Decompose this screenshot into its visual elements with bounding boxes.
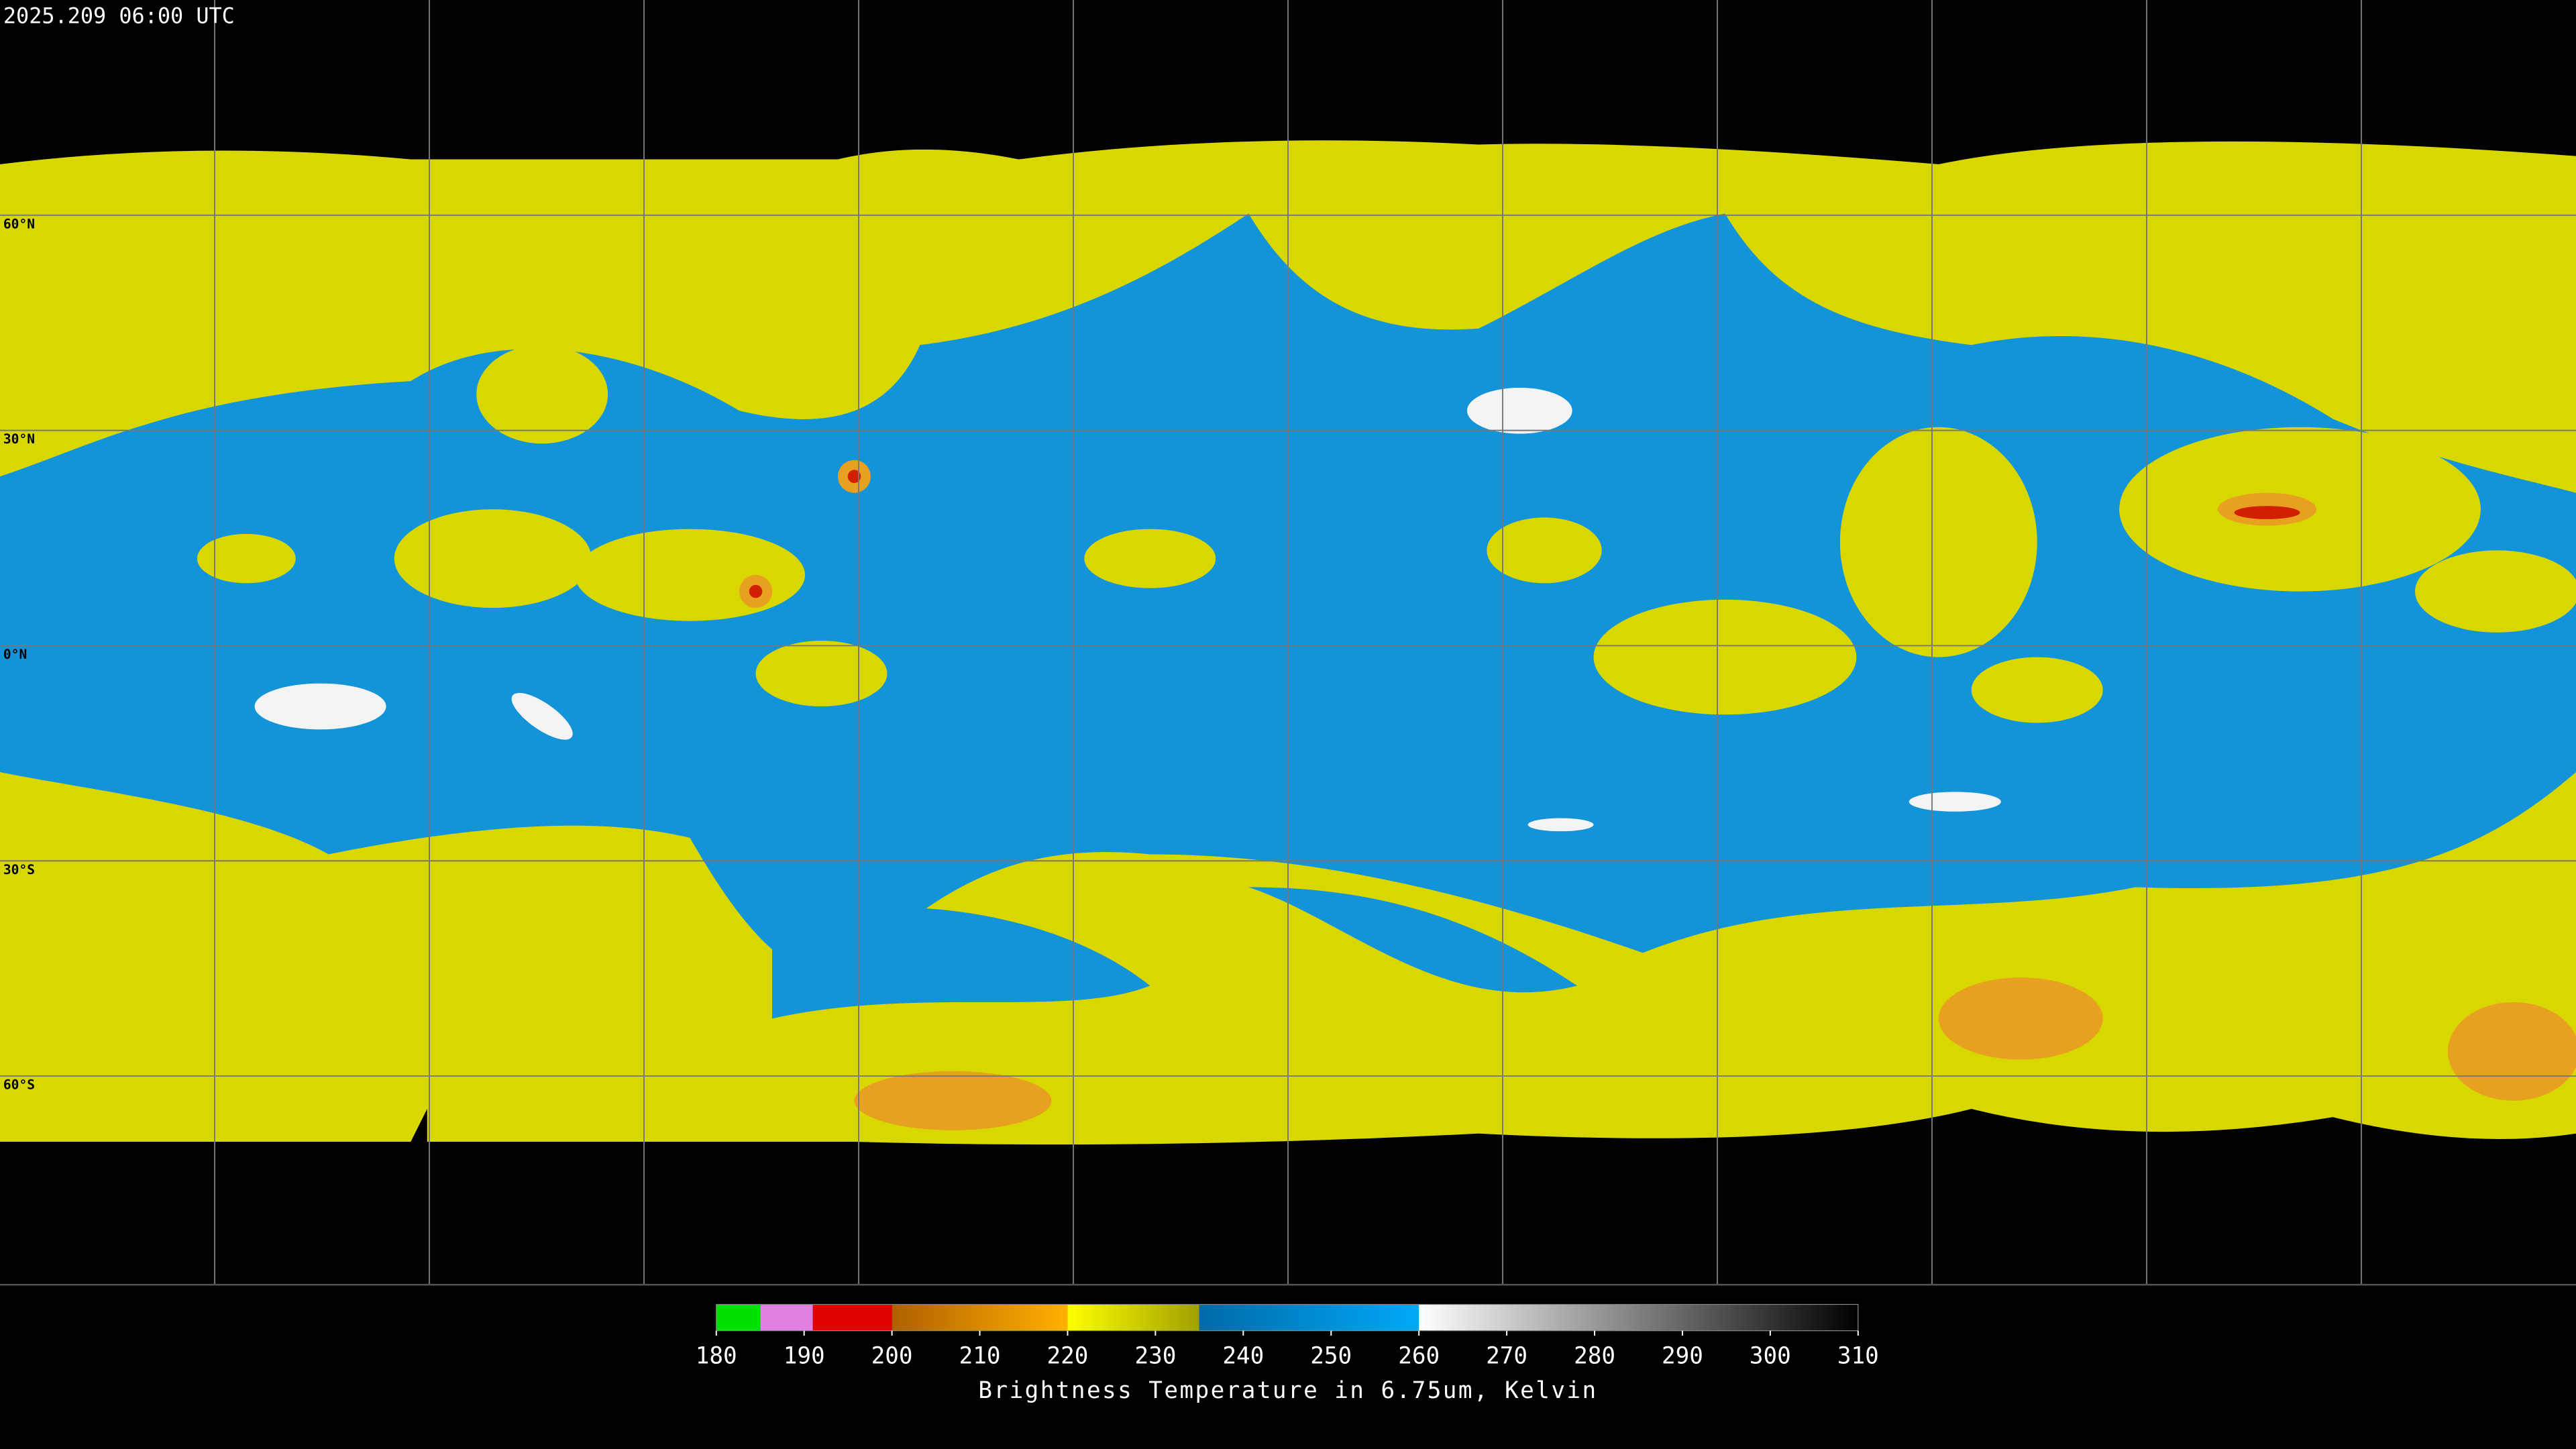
- timestamp: 2025.209 06:00 UTC: [3, 3, 235, 28]
- colorbar-tick-label: 290: [1662, 1343, 1703, 1370]
- very-dry-patches: [254, 387, 2001, 832]
- latitude-label: 60°N: [3, 216, 35, 231]
- colorbar-tick-label: 200: [871, 1343, 913, 1370]
- colorbar-tick-label: 300: [1750, 1343, 1791, 1370]
- colorbar-tick-label: 180: [696, 1343, 737, 1370]
- colorbar-segment: [892, 1304, 1068, 1331]
- colorbar-tick-label: 250: [1310, 1343, 1352, 1370]
- colorbar-segment: [716, 1304, 761, 1331]
- colorbar-tick-label: 190: [784, 1343, 825, 1370]
- deep-convection: [749, 470, 2300, 598]
- colorbar-segment: [1067, 1304, 1199, 1331]
- latitude-label: 0°N: [3, 647, 27, 662]
- colorbar-tick-label: 210: [959, 1343, 1001, 1370]
- colorbar-tick-label: 230: [1134, 1343, 1176, 1370]
- colorbar-segment: [760, 1304, 813, 1331]
- colorbar-tick-label: 270: [1486, 1343, 1527, 1370]
- colorbar-tick-label: 280: [1574, 1343, 1615, 1370]
- dry-region: [772, 887, 1578, 1019]
- latitude-label: 30°N: [3, 431, 35, 447]
- colorbar-segment: [1199, 1304, 1419, 1331]
- graticule: [0, 0, 2576, 1285]
- colorbar-frame: [716, 1303, 1859, 1332]
- latitude-label: 60°S: [3, 1077, 35, 1093]
- latitude-label: 30°S: [3, 862, 35, 877]
- cloud-clusters: [197, 345, 2576, 723]
- colorbar-segment: [1419, 1304, 1858, 1331]
- colorbar-tick-label: 240: [1222, 1343, 1264, 1370]
- colorbar-segment: [812, 1304, 892, 1331]
- colorbar-label: Brightness Temperature in 6.75um, Kelvin: [978, 1377, 1597, 1404]
- colorbar-tick-label: 260: [1398, 1343, 1440, 1370]
- latitude-labels: 60°N 30°N 0°N 30°S 60°S: [3, 216, 35, 1092]
- colorbar-tick-label: 220: [1047, 1343, 1089, 1370]
- colorbar-tick-label: 310: [1837, 1343, 1879, 1370]
- colorbar: 180 190 200 210 220 230 240 250 260 270 280 290 300 3…: [696, 1303, 1879, 1370]
